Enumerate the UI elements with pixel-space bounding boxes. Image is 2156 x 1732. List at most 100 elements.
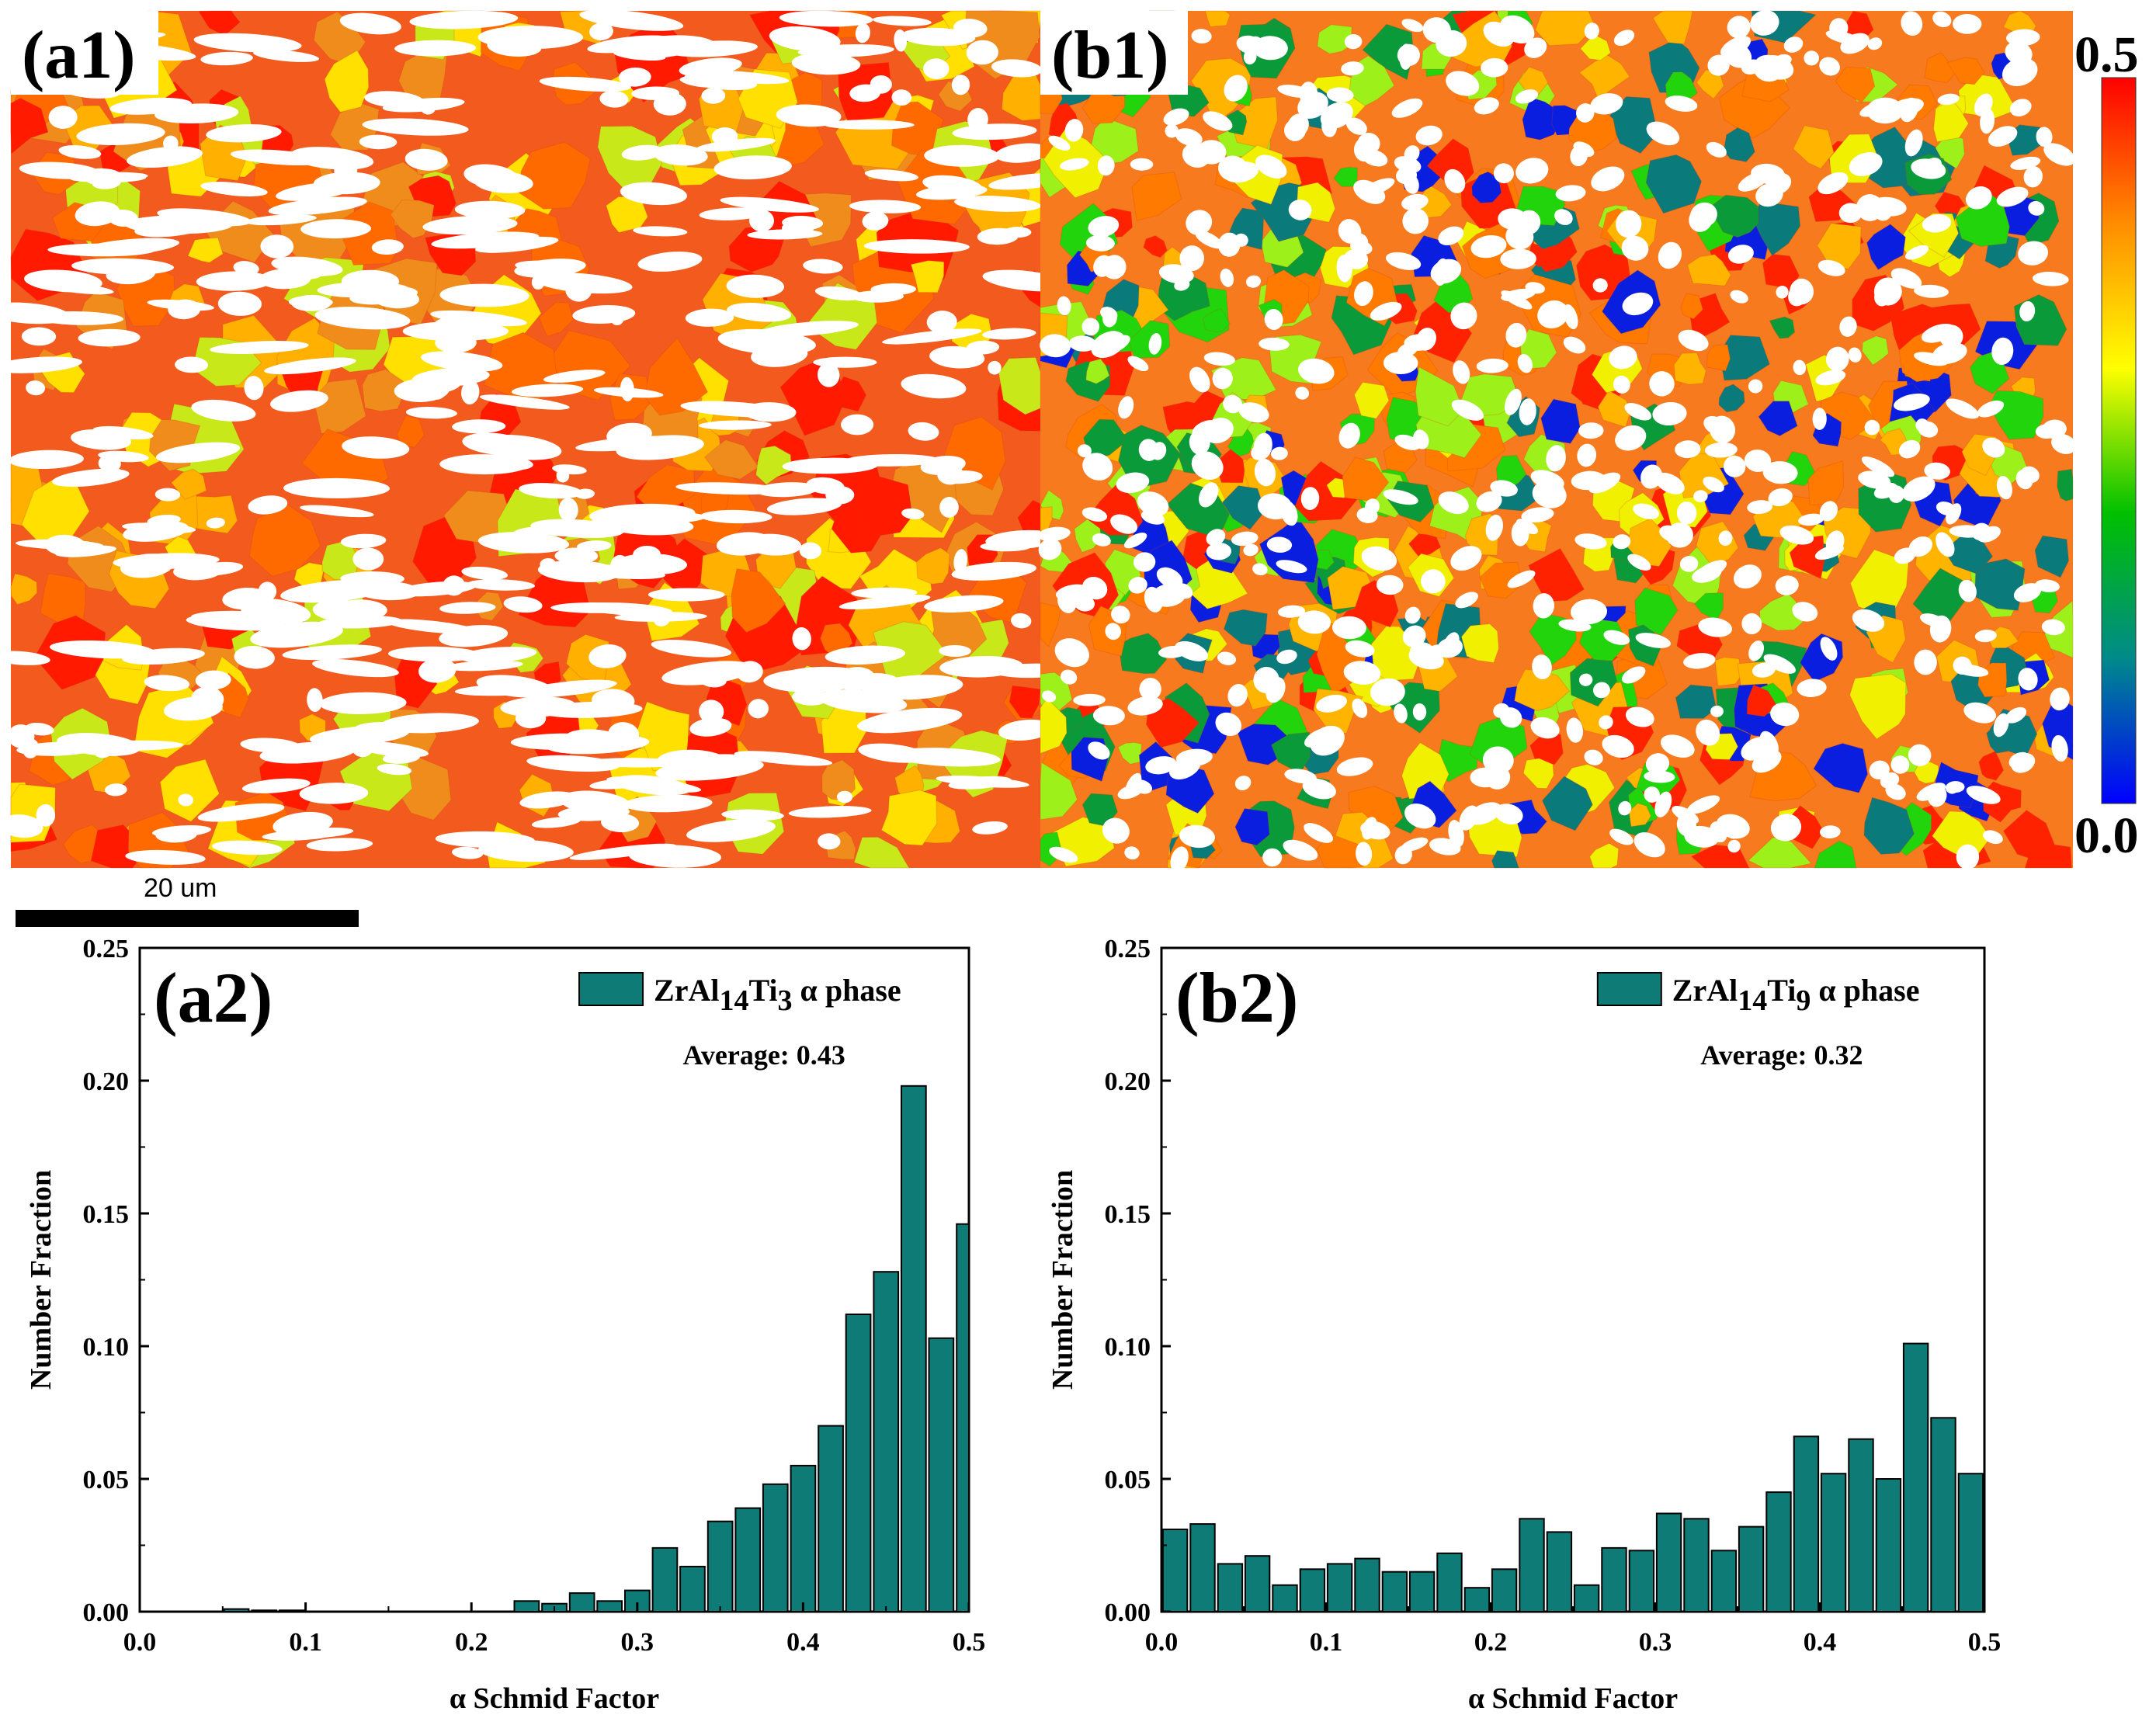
b1-precipitate — [1644, 770, 1675, 783]
b1-precipitate — [1097, 155, 1115, 176]
b1-precipitate — [1748, 640, 1765, 661]
b1-precipitate — [1196, 140, 1227, 165]
a1-precipitate — [791, 52, 861, 75]
b1-grain — [1849, 673, 1907, 740]
b1-precipitate — [1838, 203, 1863, 224]
b1-precipitate — [1404, 606, 1421, 624]
b2-bar — [1519, 1518, 1545, 1613]
b1-precipitate — [1490, 480, 1518, 497]
a1-grain — [397, 415, 425, 448]
b1-grain — [1793, 125, 1835, 169]
a1-precipitate — [951, 75, 970, 95]
colorbar-min-label: 0.0 — [2074, 807, 2139, 864]
b1-precipitate — [1574, 533, 1607, 550]
a1-precipitate — [748, 699, 769, 719]
a1-precipitate — [461, 380, 480, 404]
b1-precipitate — [1444, 168, 1466, 193]
a1-precipitate — [461, 566, 508, 581]
b1-precipitate — [1451, 399, 1484, 421]
b1-precipitate — [1609, 828, 1633, 845]
b1-precipitate — [1519, 398, 1536, 425]
b2-xtick-label: 0.3 — [1639, 1628, 1672, 1657]
a1-precipitate — [290, 147, 374, 170]
b1-grain — [1415, 366, 1464, 427]
b1-precipitate — [1504, 388, 1522, 415]
b1-grain — [1673, 352, 1706, 385]
b1-precipitate — [1890, 755, 1910, 774]
b2-bar — [1628, 1550, 1655, 1613]
a1-precipitate — [364, 91, 425, 109]
b1-precipitate — [1873, 482, 1898, 499]
b1-precipitate — [1927, 785, 1947, 807]
b1-precipitate — [1227, 683, 1248, 707]
a1-grain — [703, 439, 759, 480]
b1-precipitate — [1195, 230, 1224, 249]
b1-precipitate — [1658, 241, 1682, 269]
b1-grain — [1946, 57, 1985, 85]
b1-precipitate — [1741, 613, 1762, 635]
a2-xtick-label: 0.2 — [455, 1628, 488, 1657]
b1-precipitate — [1470, 234, 1507, 259]
b1-precipitate — [1483, 21, 1515, 47]
a2-bar — [223, 1608, 250, 1613]
b1-grain — [1479, 561, 1522, 599]
a1-precipitate — [851, 587, 918, 599]
a1-precipitate — [531, 817, 581, 828]
a2-bar — [956, 1223, 970, 1612]
b1-precipitate — [1270, 446, 1288, 460]
b1-precipitate — [2041, 619, 2065, 636]
b1-precipitate — [1819, 501, 1838, 522]
b1-precipitate — [1068, 335, 1097, 352]
b1-precipitate — [1776, 286, 1789, 299]
b1-precipitate — [1215, 712, 1242, 737]
a1-precipitate — [154, 488, 181, 502]
b1-precipitate — [1537, 300, 1569, 329]
a1-precipitate — [273, 811, 333, 836]
b1-precipitate — [1223, 394, 1243, 414]
b1-precipitate — [1554, 209, 1573, 225]
b1-precipitate — [1438, 491, 1469, 515]
b1-precipitate — [1391, 98, 1423, 118]
a1-precipitate — [0, 814, 43, 838]
a1-precipitate — [769, 26, 841, 52]
b1-precipitate — [1905, 245, 1929, 260]
b1-precipitate — [1295, 387, 1310, 400]
b1-precipitate — [1297, 92, 1328, 119]
b1-precipitate — [1974, 630, 1997, 643]
a1-precipitate — [355, 722, 402, 733]
b1-grain — [1758, 401, 1798, 437]
b1-precipitate — [1817, 259, 1845, 276]
a1-grain — [40, 573, 86, 623]
a1-precipitate — [459, 647, 537, 663]
b1-precipitate — [1707, 54, 1730, 76]
b1-precipitate — [1839, 316, 1857, 337]
b1-precipitate — [1493, 703, 1510, 718]
b1-precipitate — [1343, 661, 1381, 685]
b2-bar — [1299, 1568, 1326, 1613]
a1-precipitate — [356, 581, 420, 601]
b1-precipitate — [1255, 154, 1287, 179]
a1-precipitate — [16, 539, 104, 550]
b2-bar — [1272, 1584, 1298, 1613]
b1-precipitate — [1788, 284, 1808, 307]
a1-precipitate — [175, 356, 208, 373]
a1-precipitate — [402, 321, 509, 342]
b1-grain — [1317, 24, 1352, 54]
b1-precipitate — [1151, 442, 1167, 460]
b1-grain — [1143, 235, 1168, 259]
b1-precipitate — [1238, 402, 1269, 423]
b1-precipitate — [1689, 207, 1713, 232]
b1-precipitate — [1139, 678, 1161, 701]
a1-precipitate — [998, 719, 1053, 741]
b1-precipitate — [1254, 458, 1276, 487]
b1-precipitate — [1353, 137, 1376, 162]
b1-precipitate — [1521, 507, 1554, 523]
b1-precipitate — [1517, 354, 1533, 373]
a1-grain — [324, 50, 370, 113]
a1-precipitate — [380, 713, 479, 734]
b1-precipitate — [1744, 449, 1772, 472]
b1-grain — [1718, 384, 1745, 413]
b1-precipitate — [1163, 108, 1189, 126]
b1-precipitate — [1048, 135, 1071, 151]
b1-grain — [1518, 66, 1549, 96]
